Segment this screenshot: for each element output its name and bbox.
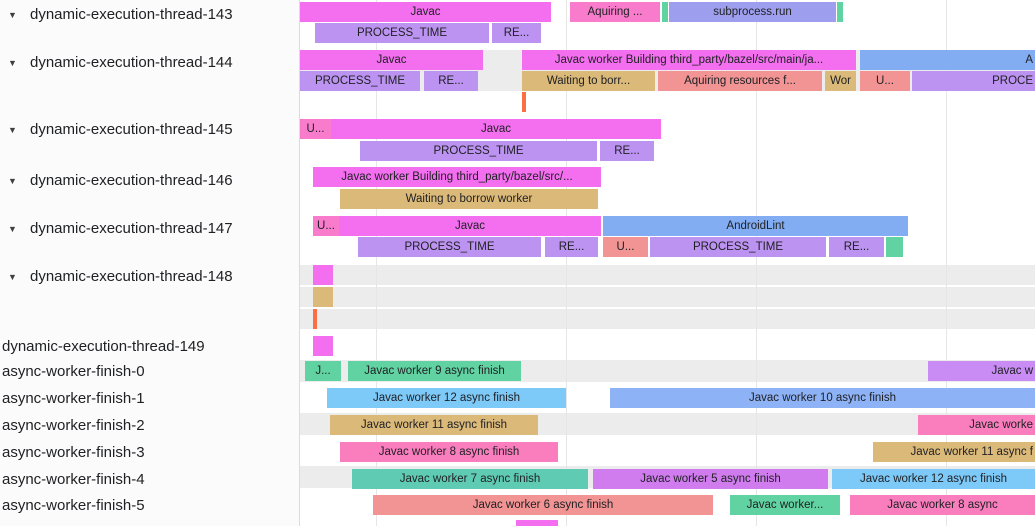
trace-slice[interactable]: Javac worker 9 async finish — [348, 361, 521, 381]
trace-slice[interactable]: PROCESS_TIME — [360, 141, 597, 161]
collapse-caret-icon[interactable]: ▼ — [8, 175, 17, 186]
trace-slice[interactable]: RE... — [829, 237, 884, 257]
track-name: async-worker-finish-5 — [2, 497, 145, 514]
track-label[interactable]: ▼ dynamic-execution-thread-145 — [0, 119, 299, 140]
trace-slice[interactable]: Javac worker 6 async finish — [373, 495, 713, 515]
track-row-background — [300, 265, 1035, 285]
trace-slice[interactable]: AndroidLint — [603, 216, 908, 236]
trace-slice[interactable]: U... — [860, 71, 910, 91]
trace-slice[interactable]: PROCE — [912, 71, 1035, 91]
collapse-caret-icon[interactable]: ▼ — [8, 223, 17, 234]
trace-slice[interactable]: RE... — [545, 237, 598, 257]
track-label[interactable]: async-worker-finish-2 — [0, 415, 299, 436]
trace-slice[interactable]: PROCESS_TIME — [650, 237, 826, 257]
track-name: dynamic-execution-thread-143 — [30, 6, 233, 23]
track-label[interactable]: async-worker-finish-3 — [0, 442, 299, 463]
track-label[interactable]: async-worker-finish-5 — [0, 495, 299, 516]
trace-slice[interactable]: Javac worker... — [730, 495, 840, 515]
track-label[interactable]: ▼ dynamic-execution-thread-148 — [0, 266, 299, 287]
collapse-caret-icon[interactable]: ▼ — [8, 57, 17, 68]
track-name: async-worker-finish-4 — [2, 471, 145, 488]
track-row-background — [300, 287, 1035, 307]
trace-slice[interactable]: PROCESS_TIME — [300, 71, 420, 91]
trace-slice[interactable]: Javac worker 10 async finish — [610, 388, 1035, 408]
trace-slice[interactable]: PROCESS_TIME — [315, 23, 489, 43]
trace-slice[interactable]: U... — [300, 119, 331, 139]
time-gridline — [376, 0, 377, 526]
trace-slice[interactable]: Aquiring resources f... — [658, 71, 822, 91]
trace-slice[interactable]: Javac — [331, 119, 661, 139]
trace-slice[interactable]: Javac worker 11 async finish — [330, 415, 538, 435]
trace-slice[interactable]: Javac worker 8 async — [850, 495, 1035, 515]
track-name: dynamic-execution-thread-148 — [30, 268, 233, 285]
trace-slice[interactable]: RE... — [600, 141, 654, 161]
trace-slice[interactable]: Javac — [339, 216, 601, 236]
track-name: async-worker-finish-3 — [2, 444, 145, 461]
trace-slice[interactable]: A — [860, 50, 1035, 70]
trace-slice[interactable] — [886, 237, 903, 257]
trace-slice[interactable] — [522, 92, 526, 112]
collapse-caret-icon[interactable]: ▼ — [8, 271, 17, 282]
track-name: dynamic-execution-thread-145 — [30, 121, 233, 138]
trace-slice[interactable]: Javac worker 5 async finish — [593, 469, 828, 489]
trace-slice[interactable]: Aquiring ... — [570, 2, 660, 22]
trace-slice[interactable] — [313, 265, 333, 285]
trace-slice[interactable] — [313, 336, 333, 356]
trace-slice[interactable]: Wor — [825, 71, 856, 91]
trace-slice[interactable] — [313, 287, 333, 307]
track-label[interactable]: ▼ dynamic-execution-thread-147 — [0, 218, 299, 239]
trace-slice[interactable]: Javac w — [928, 361, 1035, 381]
track-sidebar: ▼ dynamic-execution-thread-143 ▼ dynamic-ex… — [0, 0, 300, 526]
trace-slice[interactable]: Waiting to borr... — [522, 71, 655, 91]
track-name: dynamic-execution-thread-149 — [2, 338, 205, 355]
track-label[interactable]: async-worker-finish-0 — [0, 361, 299, 382]
trace-slice[interactable]: Javac worker 11 async f — [873, 442, 1035, 462]
track-label[interactable]: async-worker-finish-4 — [0, 469, 299, 490]
track-name: async-worker-finish-1 — [2, 390, 145, 407]
trace-slice[interactable]: Javac — [300, 2, 551, 22]
trace-slice[interactable]: J... — [305, 361, 341, 381]
trace-slice[interactable]: Waiting to borrow worker — [340, 189, 598, 209]
trace-slice[interactable] — [662, 2, 668, 22]
track-label[interactable]: ▼ dynamic-execution-thread-144 — [0, 52, 299, 73]
trace-slice[interactable]: Javac worker 8 async finish — [340, 442, 558, 462]
track-row-background — [300, 309, 1035, 329]
trace-slice[interactable]: U... — [313, 216, 339, 236]
track-name: dynamic-execution-thread-146 — [30, 172, 233, 189]
trace-slice[interactable]: subprocess.run — [669, 2, 836, 22]
trace-slice[interactable]: Javac worker 7 async finish — [352, 469, 588, 489]
trace-slice[interactable]: U... — [603, 237, 648, 257]
time-gridline — [566, 0, 567, 526]
trace-slice[interactable]: Javac worker Building third_party/bazel/… — [522, 50, 856, 70]
track-label[interactable]: ▼ dynamic-execution-thread-143 — [0, 4, 299, 25]
trace-slice[interactable]: Javac worker Building third_party/bazel/… — [313, 167, 601, 187]
collapse-caret-icon[interactable]: ▼ — [8, 9, 17, 20]
track-name: async-worker-finish-2 — [2, 417, 145, 434]
time-gridline — [756, 0, 757, 526]
trace-slice[interactable]: Javac — [300, 50, 483, 70]
trace-slice[interactable]: RE... — [424, 71, 478, 91]
trace-slice[interactable]: RE... — [492, 23, 541, 43]
collapse-caret-icon[interactable]: ▼ — [8, 124, 17, 135]
track-name: dynamic-execution-thread-147 — [30, 220, 233, 237]
timeline-canvas[interactable]: Javac Aquiring ... subprocess.run PROCESS_T… — [300, 0, 1035, 526]
trace-slice[interactable]: Javac worke — [918, 415, 1035, 435]
trace-slice[interactable] — [837, 2, 843, 22]
track-name: dynamic-execution-thread-144 — [30, 54, 233, 71]
track-name: async-worker-finish-0 — [2, 363, 145, 380]
time-gridline — [946, 0, 947, 526]
trace-slice[interactable] — [516, 520, 558, 526]
track-label[interactable]: dynamic-execution-thread-149 — [0, 336, 299, 357]
trace-slice[interactable]: Javac worker 12 async finish — [832, 469, 1035, 489]
trace-slice[interactable] — [313, 309, 317, 329]
track-label[interactable]: ▼ dynamic-execution-thread-146 — [0, 170, 299, 191]
track-label[interactable]: async-worker-finish-1 — [0, 388, 299, 409]
trace-slice[interactable]: PROCESS_TIME — [358, 237, 541, 257]
trace-slice[interactable]: Javac worker 12 async finish — [327, 388, 566, 408]
